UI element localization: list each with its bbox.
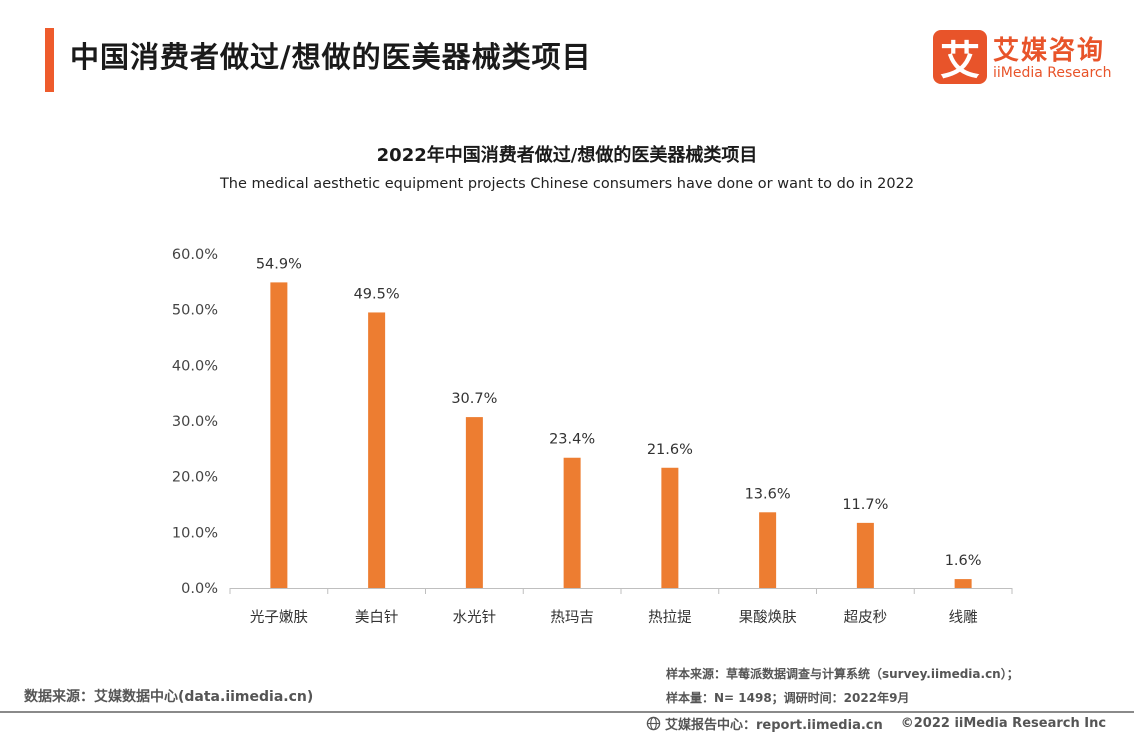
y-tick-label: 40.0% bbox=[172, 358, 218, 374]
data-label: 1.6% bbox=[945, 553, 982, 569]
y-tick-label: 30.0% bbox=[172, 414, 218, 430]
data-label: 21.6% bbox=[647, 442, 693, 458]
bar bbox=[563, 457, 581, 588]
sample-size: 样本量：N= 1498；调研时间：2022年9月 bbox=[666, 691, 910, 705]
logo-mark-icon: 艾 bbox=[933, 30, 987, 84]
x-tick-label: 热拉提 bbox=[648, 609, 692, 626]
bar bbox=[368, 312, 386, 588]
x-tick-label: 线雕 bbox=[949, 609, 978, 626]
data-label: 11.7% bbox=[842, 497, 888, 513]
y-tick-label: 20.0% bbox=[172, 470, 218, 486]
x-tick-label: 水光针 bbox=[453, 609, 497, 626]
iimedia-logo: 艾 艾媒咨询 iiMedia Research bbox=[933, 30, 1113, 86]
data-label: 30.7% bbox=[451, 391, 497, 407]
chart-subtitle: The medical aesthetic equipment projects… bbox=[219, 176, 915, 192]
logo-text-en: iiMedia Research bbox=[993, 65, 1112, 81]
data-label: 49.5% bbox=[354, 286, 400, 302]
bar bbox=[661, 467, 679, 588]
globe-icon bbox=[646, 716, 661, 731]
x-tick-label: 热玛吉 bbox=[550, 609, 594, 626]
x-tick-label: 光子嫩肤 bbox=[250, 609, 308, 626]
chart-title: 2022年中国消费者做过/想做的医美器械类项目 bbox=[376, 145, 758, 166]
y-tick-label: 10.0% bbox=[172, 525, 218, 541]
page-title: 中国消费者做过/想做的医美器械类项目 bbox=[70, 40, 592, 74]
data-label: 13.6% bbox=[745, 486, 791, 502]
bar bbox=[954, 579, 972, 588]
y-tick-label: 0.0% bbox=[181, 581, 218, 597]
x-tick-label: 美白针 bbox=[355, 609, 399, 626]
bar bbox=[856, 522, 874, 588]
logo-text-cn: 艾媒咨询 bbox=[993, 36, 1106, 66]
copyright: ©2022 iiMedia Research Inc bbox=[900, 716, 1107, 731]
x-tick-label: 果酸焕肤 bbox=[739, 609, 797, 626]
x-tick-label: 超皮秒 bbox=[844, 609, 888, 626]
bar bbox=[465, 417, 483, 588]
y-tick-label: 60.0% bbox=[172, 247, 218, 263]
data-label: 23.4% bbox=[549, 432, 595, 448]
bar bbox=[270, 282, 288, 588]
footer-divider bbox=[0, 711, 1134, 713]
sample-source: 样本来源：草莓派数据调查与计算系统（survey.iimedia.cn）； bbox=[666, 667, 1019, 681]
data-label: 54.9% bbox=[256, 256, 302, 272]
title-accent-bar bbox=[45, 28, 54, 92]
data-source: 数据来源：艾媒数据中心(data.iimedia.cn) bbox=[24, 689, 314, 705]
report-center: 艾媒报告中心：report.iimedia.cn bbox=[665, 718, 883, 733]
bar bbox=[759, 512, 777, 588]
footer-bar: 艾媒报告中心：report.iimedia.cn ©2022 iiMedia R… bbox=[646, 714, 1106, 733]
y-tick-label: 50.0% bbox=[172, 303, 218, 319]
